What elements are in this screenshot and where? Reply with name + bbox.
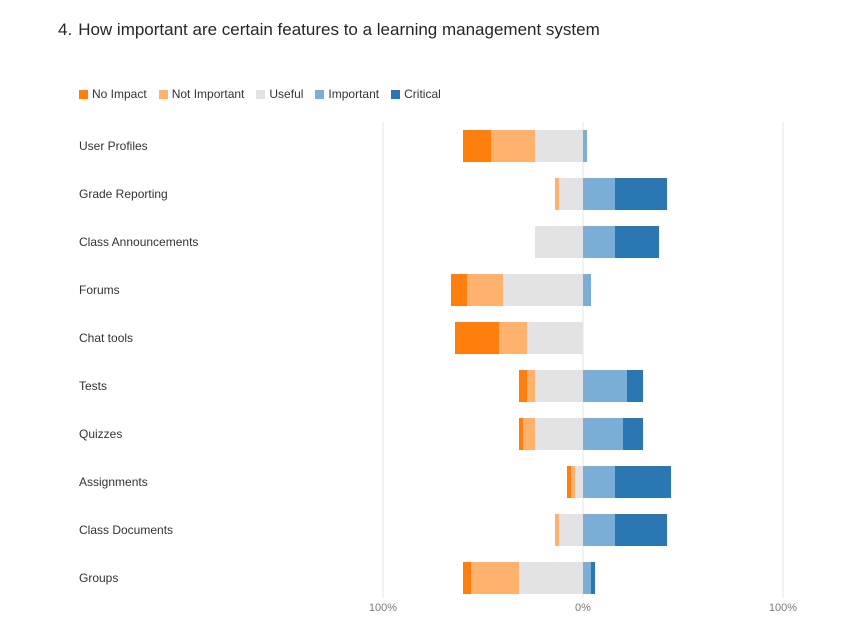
bar-segment-not-important[interactable]: Tests - Not Important: 4% (527, 370, 535, 402)
legend-label-no-impact: No Impact (92, 87, 147, 101)
bar-segment-critical[interactable]: Assignments - Critical: 28% (615, 466, 671, 498)
category-label: Tests (79, 379, 107, 393)
bar-segment-useful[interactable]: Grade Reporting - Useful: 12% (559, 178, 583, 210)
category-label: Quizzes (79, 427, 122, 441)
bar-segment-useful[interactable]: Class Announcements - Useful: 24% (535, 226, 583, 258)
legend-swatch-useful (256, 89, 266, 99)
category-label: User Profiles (79, 139, 148, 153)
bar-segment-useful[interactable]: Class Documents - Useful: 12% (559, 514, 583, 546)
chart-legend: No Impact Not Important Useful Important… (79, 87, 453, 101)
bar-segment-important[interactable]: Grade Reporting - Important: 16% (583, 178, 615, 210)
bar-segment-no-impact[interactable]: Forums - No Impact: 8% (451, 274, 467, 306)
bar-segment-important[interactable]: Assignments - Important: 16% (583, 466, 615, 498)
bar-segment-useful[interactable]: Tests - Useful: 24% (535, 370, 583, 402)
legend-swatch-important (315, 89, 325, 99)
question-number: 4. (58, 20, 73, 39)
x-tick-label: 100% (369, 602, 397, 614)
legend-swatch-not-important (158, 89, 168, 99)
category-label: Class Announcements (79, 235, 198, 249)
bar-segment-useful[interactable]: Assignments - Useful: 4% (575, 466, 583, 498)
bar-segment-not-important[interactable]: Grade Reporting - Not Important: 2% (555, 178, 559, 210)
category-label: Grade Reporting (79, 187, 168, 201)
bar-segment-useful[interactable]: Forums - Useful: 40% (503, 274, 583, 306)
legend-swatch-no-impact (79, 89, 88, 99)
bar-segment-useful[interactable]: User Profiles - Useful: 24% (535, 130, 583, 162)
bar-segment-critical[interactable]: Grade Reporting - Critical: 26% (615, 178, 667, 210)
bar-segment-no-impact[interactable]: Quizzes - No Impact: 2% (519, 418, 523, 450)
bar-segment-critical[interactable]: Tests - Critical: 8% (627, 370, 643, 402)
bar-segment-critical[interactable]: Quizzes - Critical: 10% (623, 418, 643, 450)
legend-item-no-impact[interactable]: No Impact (79, 87, 147, 101)
bar-segment-important[interactable]: User Profiles - Important: 2% (583, 130, 587, 162)
bar-segment-not-important[interactable]: Forums - Not Important: 18% (467, 274, 503, 306)
legend-label-critical: Critical (404, 87, 441, 101)
bar-segment-not-important[interactable]: User Profiles - Not Important: 22% (491, 130, 535, 162)
bar-segment-not-important[interactable]: Assignments - Not Important: 2% (571, 466, 575, 498)
bar-segment-critical[interactable]: Class Announcements - Critical: 22% (615, 226, 659, 258)
category-label: Assignments (79, 475, 148, 489)
legend-item-important[interactable]: Important (315, 87, 379, 101)
category-label: Class Documents (79, 523, 173, 537)
question-title: 4. How important are certain features to … (58, 20, 600, 40)
x-tick-label: 0% (575, 602, 591, 614)
legend-item-not-important[interactable]: Not Important (158, 87, 245, 101)
bar-segment-critical[interactable]: Groups - Critical: 2% (591, 562, 595, 594)
legend-label-useful: Useful (269, 87, 304, 101)
bar-segment-no-impact[interactable]: Assignments - No Impact: 2% (567, 466, 571, 498)
legend-item-critical[interactable]: Critical (391, 87, 441, 101)
bar-segment-not-important[interactable]: Class Documents - Not Important: 2% (555, 514, 559, 546)
bar-segment-useful[interactable]: Groups - Useful: 32% (519, 562, 583, 594)
question-text: How important are certain features to a … (78, 20, 600, 39)
bar-segment-not-important[interactable]: Groups - Not Important: 24% (471, 562, 519, 594)
bar-segment-not-important[interactable]: Chat tools - Not Important: 14% (499, 322, 527, 354)
legend-label-important: Important (328, 87, 380, 101)
legend-item-useful[interactable]: Useful (256, 87, 303, 101)
category-label: Forums (79, 283, 120, 297)
bar-segment-no-impact[interactable]: Chat tools - No Impact: 22% (455, 322, 499, 354)
x-tick-label: 100% (769, 602, 797, 614)
category-label: Groups (79, 571, 118, 585)
bar-segment-no-impact[interactable]: Groups - No Impact: 4% (463, 562, 471, 594)
category-label: Chat tools (79, 331, 133, 345)
bar-segment-important[interactable]: Groups - Important: 4% (583, 562, 591, 594)
bar-segment-no-impact[interactable]: User Profiles - No Impact: 14% (463, 130, 491, 162)
bar-segment-critical[interactable]: Class Documents - Critical: 26% (615, 514, 667, 546)
bar-segment-useful[interactable]: Quizzes - Useful: 24% (535, 418, 583, 450)
bar-segment-important[interactable]: Quizzes - Important: 20% (583, 418, 623, 450)
legend-label-not-important: Not Important (171, 87, 245, 101)
bar-segment-important[interactable]: Class Announcements - Important: 16% (583, 226, 615, 258)
bar-segment-no-impact[interactable]: Tests - No Impact: 4% (519, 370, 527, 402)
bar-segment-important[interactable]: Class Documents - Important: 16% (583, 514, 615, 546)
bar-segment-useful[interactable]: Chat tools - Useful: 28% (527, 322, 583, 354)
legend-swatch-critical (391, 89, 401, 99)
bar-segment-important[interactable]: Tests - Important: 22% (583, 370, 627, 402)
bar-segment-important[interactable]: Forums - Important: 4% (583, 274, 591, 306)
bar-segment-not-important[interactable]: Quizzes - Not Important: 6% (523, 418, 535, 450)
